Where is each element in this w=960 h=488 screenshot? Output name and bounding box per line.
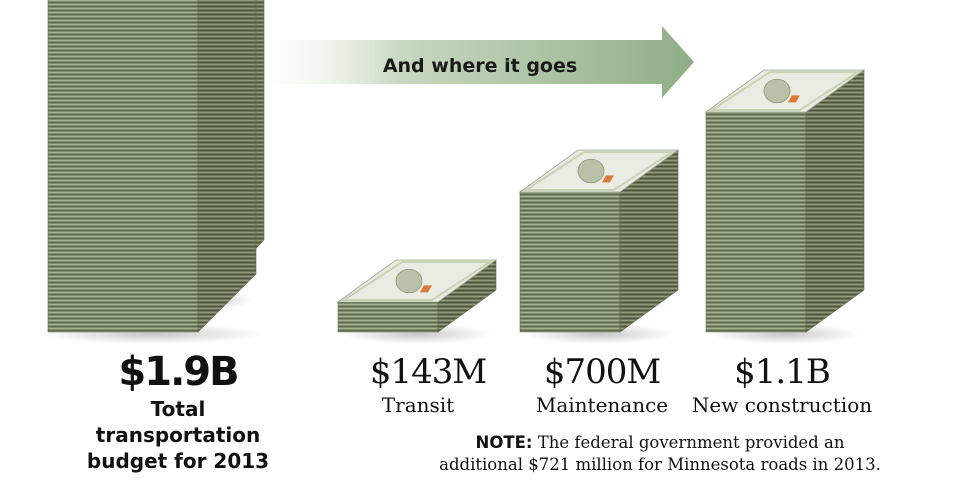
money-stacks (39, 0, 866, 344)
flow-arrow (240, 26, 694, 98)
total-value-label: $1.9B (118, 349, 239, 395)
footnote-label: NOTE: (475, 433, 533, 452)
transit-category-label: Transit (381, 393, 455, 417)
construction-value-label: $1.1B (734, 352, 831, 392)
maintenance-value-label: $700M (543, 352, 661, 392)
total-caption: Total transportation budget for 2013 (86, 397, 270, 473)
construction-stack (704, 69, 866, 344)
footnote: NOTE: The federal government provided an… (380, 432, 940, 476)
construction-category-label: New construction (691, 393, 873, 417)
footnote-line-2: additional $721 million for Minnesota ro… (439, 455, 881, 474)
maintenance-stack (518, 149, 680, 344)
transit-value-label: $143M (369, 352, 487, 392)
maintenance-category-label: Maintenance (535, 393, 669, 417)
footnote-line-1: The federal government provided an (537, 433, 845, 452)
chart-title: And where it goes (382, 55, 578, 77)
transit-stack (336, 259, 498, 344)
total-stack-front (39, 0, 265, 344)
